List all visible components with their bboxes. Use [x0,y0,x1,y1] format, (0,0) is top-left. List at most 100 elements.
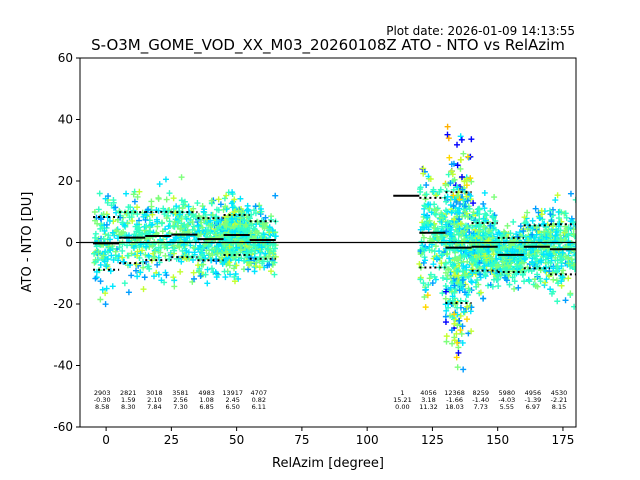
y-tick-label: 20 [58,174,73,188]
scatter-point [426,247,433,254]
scatter-point [165,207,172,214]
scatter-point [201,206,208,213]
scatter-points [91,123,576,373]
scatter-point [245,208,252,215]
scatter-point [443,307,450,314]
scatter-point [422,257,429,264]
scatter-point [134,193,141,200]
scatter-point [209,221,216,228]
scatter-point [453,267,460,274]
scatter-point [116,253,123,260]
scatter-point [199,203,206,210]
scatter-point [205,243,212,250]
scatter-point [420,165,427,172]
scatter-point [502,274,509,281]
scatter-point [535,209,542,216]
scatter-point [170,195,177,202]
scatter-point [417,226,424,233]
bin-count-label: 3018 [146,389,163,397]
scatter-point [459,339,466,346]
scatter-point [444,123,451,130]
y-tick-label: 0 [65,236,73,250]
scatter-point [477,274,484,281]
scatter-point [118,230,125,237]
scatter-point [457,133,464,140]
bin-std-label: 5.55 [500,403,514,411]
scatter-point [248,222,255,229]
y-axis: -60 -40 -20 0 20 40 60 [53,51,80,434]
scatter-point [552,232,559,239]
scatter-point [423,191,430,198]
scatter-point [162,269,169,276]
scatter-point [222,249,229,256]
scatter-point [97,278,104,285]
scatter-point [560,267,567,274]
scatter-point [509,246,516,253]
scatter-point [419,245,426,252]
scatter-point [496,242,503,249]
scatter-point [91,259,98,266]
scatter-point [448,209,455,216]
scatter-point [469,224,476,231]
scatter-point [521,255,528,262]
scatter-point [446,255,453,262]
bin-std-label: 6.97 [526,403,540,411]
scatter-point [195,262,202,269]
scatter-point [252,263,259,270]
scatter-point [427,271,434,278]
scatter-point [470,209,477,216]
scatter-point [529,217,536,224]
scatter-point [97,296,104,303]
scatter-point [116,244,123,251]
scatter-point [485,228,492,235]
scatter-point [463,193,470,200]
scatter-point [124,220,131,227]
scatter-point [140,264,147,271]
scatter-point [202,271,209,278]
bin-count-label: 8259 [472,389,489,397]
scatter-point [507,230,514,237]
scatter-point [445,266,452,273]
scatter-point [123,190,130,197]
scatter-point [480,200,487,207]
scatter-point [202,255,209,262]
scatter-point [449,263,456,270]
scatter-point [511,278,518,285]
scatter-point [510,218,517,225]
scatter-point [525,267,532,274]
scatter-point [424,214,431,221]
scatter-point [92,275,99,282]
scatter-point [213,213,220,220]
scatter-point [196,242,203,249]
scatter-point [250,242,257,249]
scatter-point [227,271,234,278]
scatter-point [259,260,266,267]
scatter-point [134,273,141,280]
scatter-point [473,262,480,269]
scatter-point [252,210,259,217]
x-axis-label: RelAzim [degree] [272,456,384,471]
scatter-point [520,227,527,234]
scatter-point [102,231,109,238]
scatter-point [209,252,216,259]
scatter-point [534,283,541,290]
scatter-point [516,245,523,252]
bin-count-label: 2821 [120,389,137,397]
scatter-point [92,230,99,237]
scatter-point [178,174,185,181]
scatter-point [448,226,455,233]
scatter-point [454,322,461,329]
scatter-point [447,259,454,266]
scatter-point [107,236,114,243]
scatter-point [466,205,473,212]
scatter-point [101,227,108,234]
scatter-point [444,265,451,272]
scatter-point [449,340,456,347]
scatter-point [241,236,248,243]
scatter-point [533,231,540,238]
scatter-point [112,255,119,261]
bin-std-label: 8.15 [552,403,566,411]
scatter-point [97,261,104,268]
scatter-point [121,280,128,287]
scatter-point [450,160,457,167]
